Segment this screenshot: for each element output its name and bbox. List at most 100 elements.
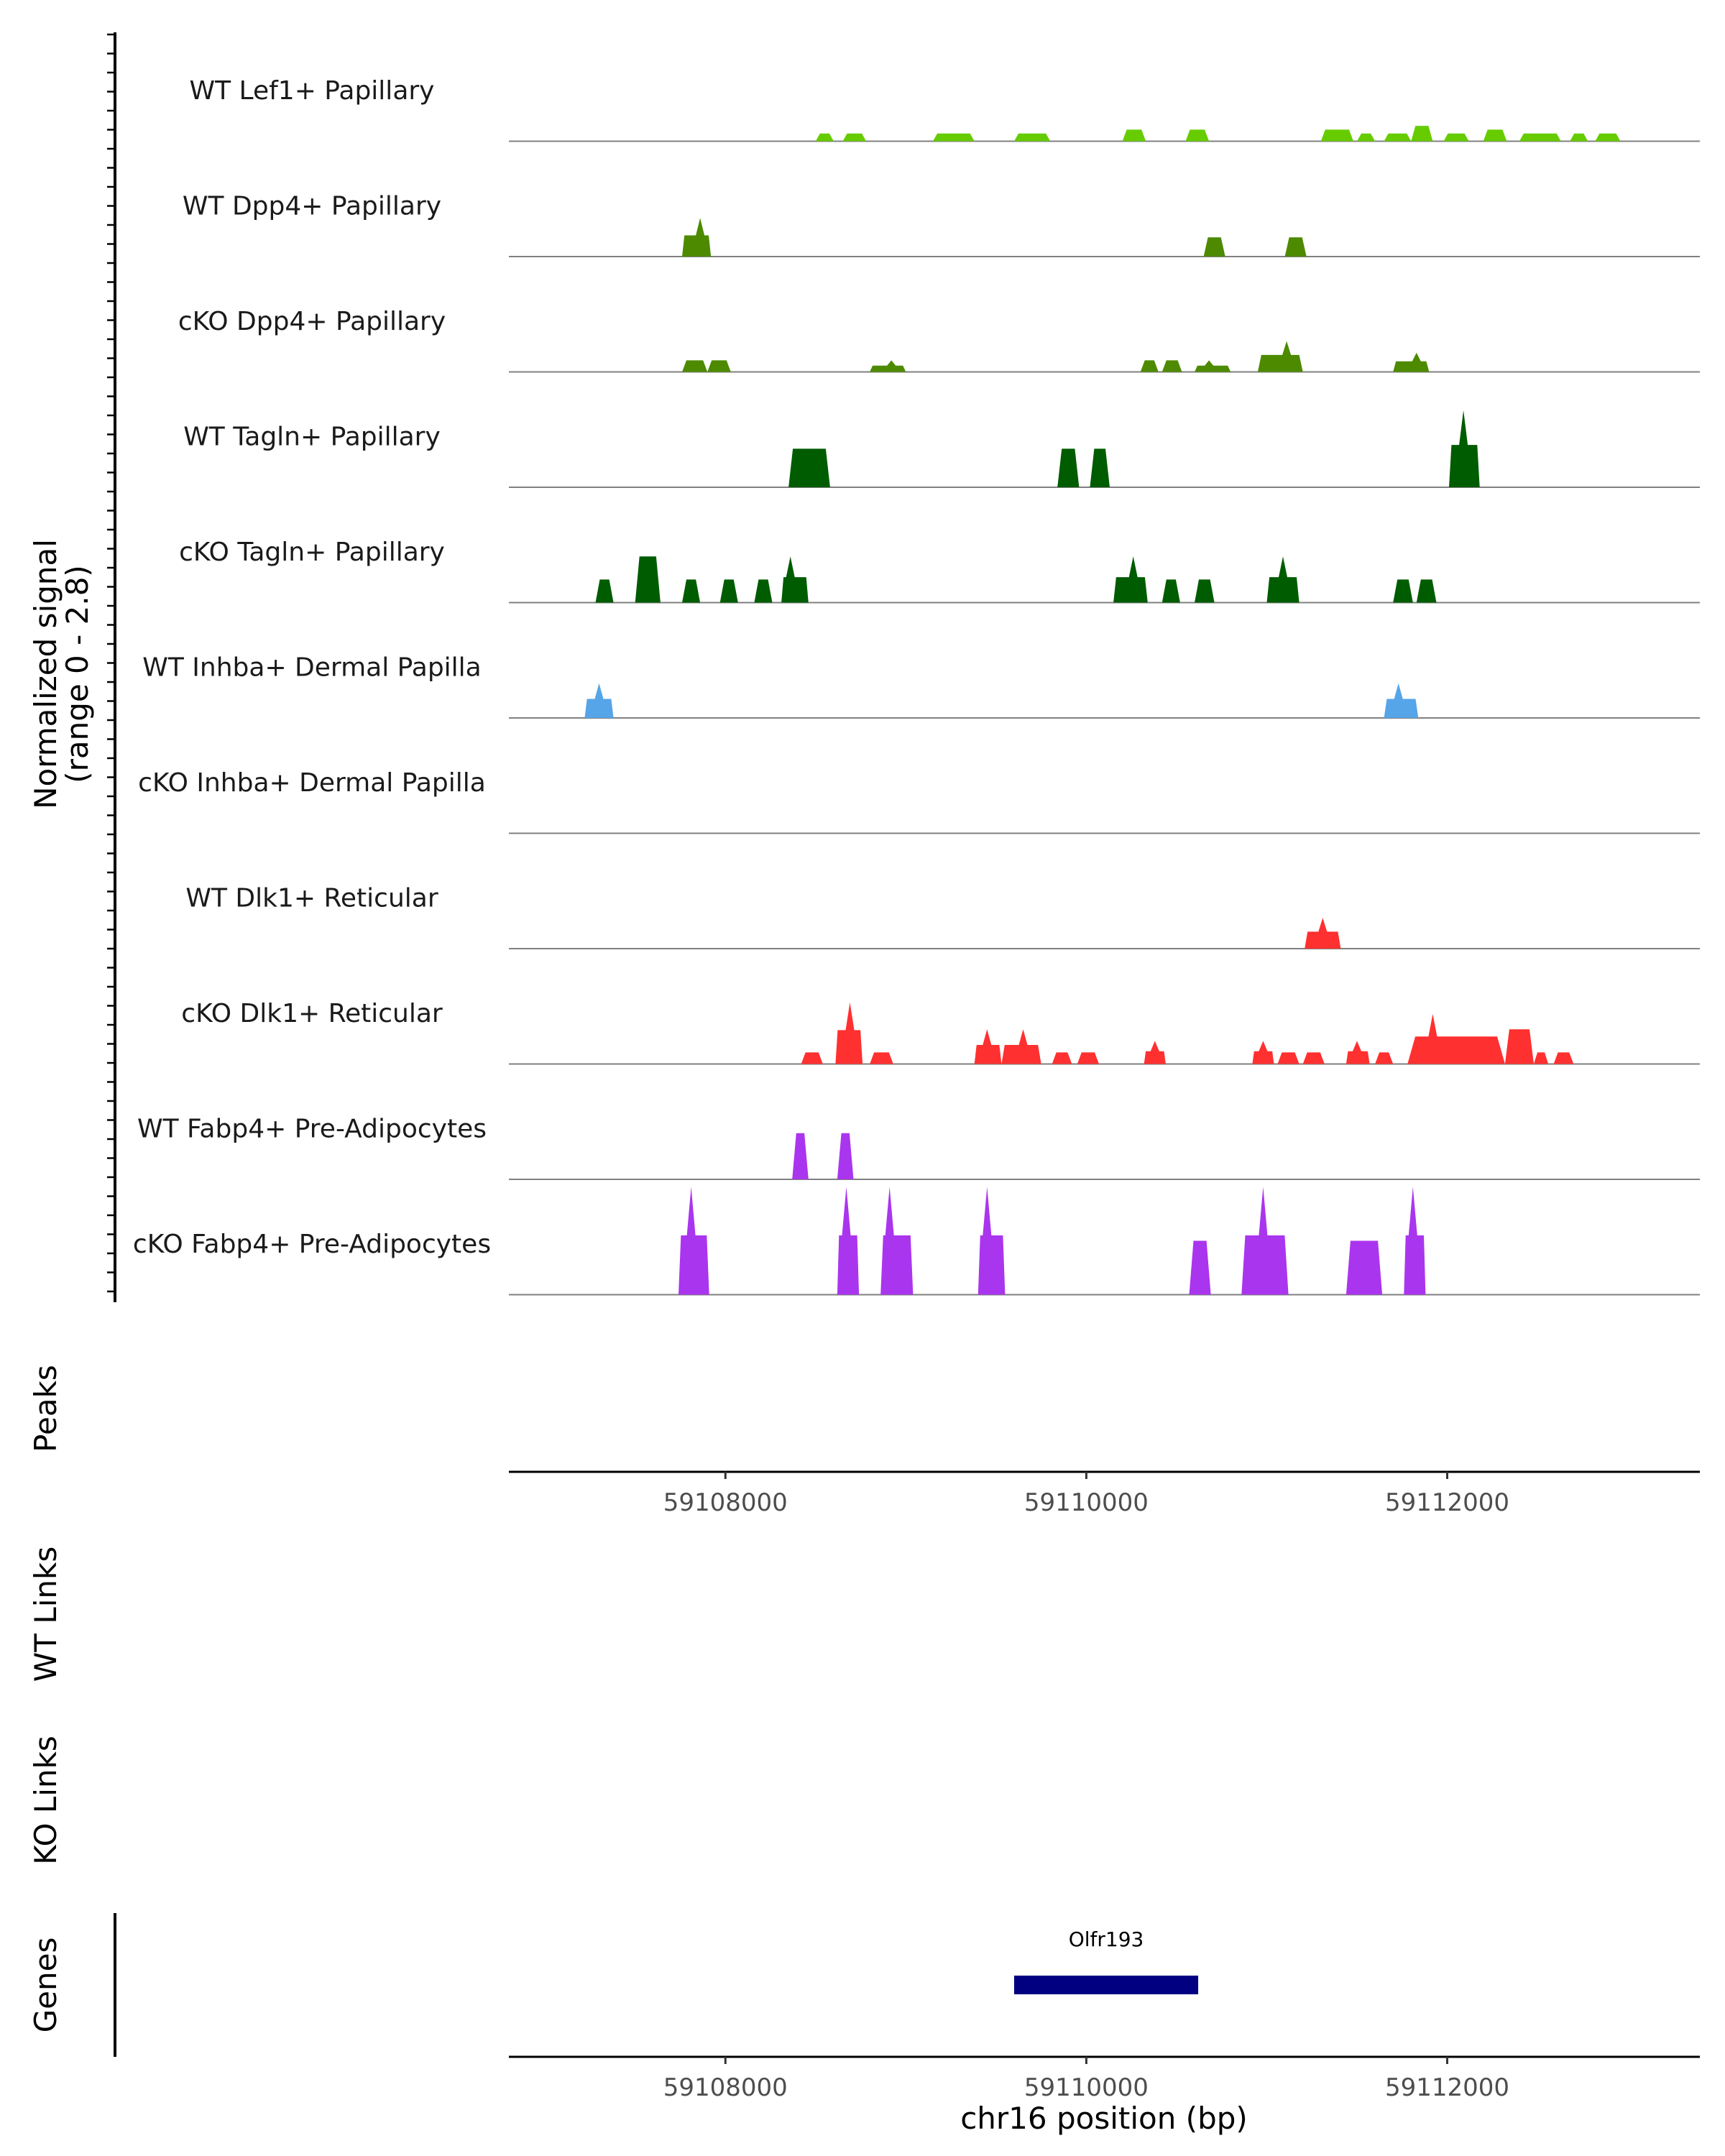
coverage-peak (1411, 126, 1433, 142)
coverage-track: WT Lef1+ Papillary (190, 76, 1700, 142)
coverage-peak (842, 133, 867, 142)
coverage-track: cKO Tagln+ Papillary (179, 538, 1700, 604)
x-axis-tick-label: 59108000 (663, 1488, 788, 1517)
coverage-peak (1393, 352, 1430, 372)
gene-annotations: Olfr193 (1013, 1927, 1199, 1994)
x-axis-tick-label: 59112000 (1385, 2073, 1509, 2102)
coverage-tracks: WT Lef1+ Papillary WT Dpp4+ Papillary cKO … (133, 76, 1700, 1296)
coverage-track: cKO Dlk1+ Reticular (181, 999, 1700, 1065)
coverage-track: cKO Inhba+ Dermal Papilla (138, 768, 1700, 834)
peaks-track-label: Peaks (28, 1365, 63, 1452)
coverage-peak (974, 1029, 1002, 1064)
coverage-peak (595, 579, 614, 603)
coverage-peak (754, 579, 773, 603)
coverage-peak (682, 218, 712, 257)
coverage-peak (1595, 133, 1621, 142)
coverage-peak (707, 360, 731, 372)
coverage-peak (1122, 129, 1146, 142)
coverage-peak (1519, 133, 1561, 142)
coverage-peak (837, 1187, 860, 1295)
genes-panel: Genes Olfr193 59108000 59110000 59112000 c… (28, 1913, 1700, 2136)
coverage-peak (1052, 1052, 1072, 1064)
coverage-peak (837, 1133, 854, 1179)
track-label: WT Fabp4+ Pre-Adipocytes (137, 1115, 487, 1144)
coverage-peak (1277, 1052, 1300, 1064)
coverage-y-axis-label-range: (range 0 - 2.8) (60, 565, 95, 783)
coverage-peak (1090, 448, 1110, 487)
coverage-peak (1252, 1041, 1274, 1064)
coverage-track: cKO Dpp4+ Papillary (178, 307, 1700, 373)
peaks-x-axis-ticks: 59108000 59110000 59112000 (663, 1472, 1509, 1517)
coverage-peak (1443, 133, 1469, 142)
gene-name-label: Olfr193 (1069, 1927, 1144, 1951)
coverage-y-axis-ticks (107, 33, 115, 1293)
coverage-peak (1302, 1052, 1325, 1064)
coverage-peak (1393, 579, 1413, 603)
coverage-peak (1449, 410, 1480, 487)
coverage-peak (1305, 918, 1341, 949)
coverage-peak (1504, 1029, 1534, 1064)
genes-x-axis-ticks: 59108000 59110000 59112000 (663, 2057, 1509, 2102)
coverage-peak (1483, 129, 1507, 142)
genes-track-label: Genes (28, 1938, 63, 2033)
x-axis-tick-label: 59110000 (1024, 2073, 1149, 2102)
coverage-peak (1057, 448, 1080, 487)
coverage-peak (1257, 341, 1303, 372)
coverage-peak (1384, 133, 1412, 142)
coverage-track: WT Fabp4+ Pre-Adipocytes (137, 1115, 1700, 1180)
coverage-peak (1416, 579, 1437, 603)
coverage-peak (1203, 237, 1225, 257)
x-axis-tick-label: 59108000 (663, 2073, 788, 2102)
coverage-peak (1195, 579, 1215, 603)
coverage-peak (1266, 556, 1300, 603)
coverage-peak (1077, 1052, 1099, 1064)
coverage-track: WT Dlk1+ Reticular (185, 884, 1700, 949)
coverage-peak (1189, 1240, 1211, 1295)
track-label: WT Lef1+ Papillary (190, 76, 435, 106)
track-label: cKO Dlk1+ Reticular (181, 999, 443, 1028)
coverage-track: cKO Fabp4+ Pre-Adipocytes (133, 1187, 1700, 1296)
coverage-peak (1241, 1187, 1289, 1295)
coverage-peak (781, 556, 809, 603)
coverage-peak (1185, 129, 1210, 142)
track-label: WT Dpp4+ Papillary (183, 192, 441, 221)
coverage-peak (815, 133, 834, 142)
coverage-peak (1346, 1041, 1370, 1064)
coverage-peak (682, 360, 708, 372)
genes-x-axis-label: chr16 position (bp) (960, 2101, 1248, 2136)
coverage-peak (1346, 1240, 1383, 1295)
coverage-peak (933, 133, 975, 142)
gene-body (1013, 1976, 1199, 1994)
coverage-peak (1195, 360, 1231, 372)
coverage-peak (870, 1052, 893, 1064)
coverage-peak (880, 1187, 914, 1295)
coverage-peak (1001, 1029, 1041, 1064)
coverage-peak (1534, 1052, 1549, 1064)
coverage-track: WT Tagln+ Papillary (183, 410, 1700, 488)
coverage-peak (792, 1133, 809, 1179)
track-label: cKO Tagln+ Papillary (179, 538, 445, 567)
coverage-peak (1162, 579, 1180, 603)
coverage-track: WT Inhba+ Dermal Papilla (142, 653, 1700, 719)
coverage-peak (801, 1052, 823, 1064)
peaks-panel: Peaks 59108000 59110000 59112000 (28, 1365, 1700, 1517)
x-axis-tick-label: 59110000 (1024, 1488, 1149, 1517)
track-label: cKO Fabp4+ Pre-Adipocytes (133, 1230, 491, 1259)
coverage-peak (584, 683, 614, 718)
coverage-peak (1113, 556, 1148, 603)
coverage-peak (1384, 683, 1419, 718)
coverage-peak (835, 1002, 863, 1064)
coverage-peak (1407, 1013, 1505, 1064)
coverage-peak (1570, 133, 1588, 142)
coverage-panel: Normalized signal (range 0 - 2.8) WT Lef… (28, 32, 1700, 1302)
links-panel: WT Links KO Links (28, 1547, 63, 1865)
coverage-peak (682, 579, 701, 603)
coverage-peak (1140, 360, 1159, 372)
wt-links-label: WT Links (28, 1547, 63, 1682)
track-label: cKO Inhba+ Dermal Papilla (138, 768, 486, 798)
coverage-peak (1144, 1041, 1166, 1064)
track-label: WT Tagln+ Papillary (183, 423, 441, 452)
coverage-peak (788, 448, 830, 487)
coverage-peak (1284, 237, 1307, 257)
